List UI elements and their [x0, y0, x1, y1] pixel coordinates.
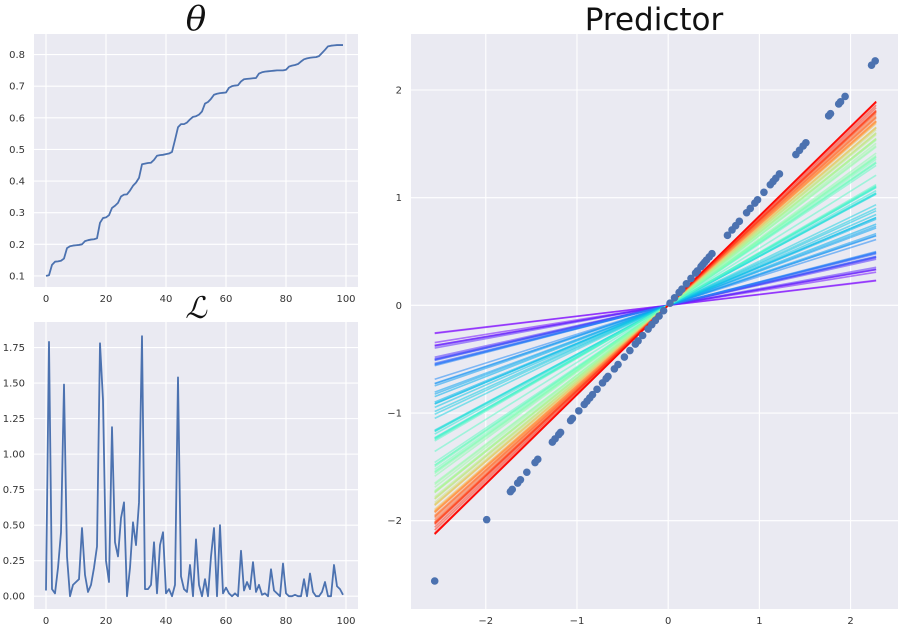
theta-ytick-label: 0.1: [9, 271, 25, 282]
loss-chart: 0 20 40 60 80 100 0.00 0.25 0.50 0.75 1.00 1.25 1.50…: [3, 291, 358, 627]
loss-ytick-label: 0.75: [3, 485, 25, 496]
predictor-point: [687, 274, 695, 283]
theta-ytick-label: 0.4: [9, 177, 25, 188]
predictor-point: [568, 414, 577, 423]
predictor-point: [682, 280, 691, 288]
predictor-point: [614, 360, 622, 369]
loss-ytick-label: 0.25: [3, 556, 25, 567]
predictor-grid: [411, 34, 898, 609]
predictor-point: [753, 196, 762, 204]
theta-ytick-label: 0.6: [9, 113, 25, 124]
predictor-title: Predictor: [585, 2, 724, 38]
predictor-point: [604, 372, 612, 381]
predictor-points: [430, 57, 879, 585]
predictor-point: [670, 294, 679, 302]
theta-xtick-label: 80: [280, 294, 293, 305]
predictor-ytick-label: 1: [396, 193, 402, 204]
predictor-ytick-label: 0: [396, 301, 402, 312]
predictor-point: [735, 217, 744, 226]
predictor-point: [826, 109, 835, 118]
predictor-ytick-label: −1: [387, 409, 402, 420]
predictor-xtick-label: −2: [478, 616, 493, 627]
predictor-point: [655, 312, 663, 320]
predictor-xtick-label: 0: [665, 616, 671, 627]
theta-ytick-label: 0.5: [9, 145, 25, 156]
predictor-point: [836, 98, 845, 106]
predictor-point: [430, 577, 439, 585]
loss-ytick-label: 0.50: [3, 521, 25, 532]
theta-ytick-label: 0.2: [9, 240, 25, 251]
loss-grid: [34, 322, 358, 609]
predictor-ticks: −2 −1 0 1 2 −2 −1 0 1 2: [387, 85, 854, 627]
predictor-xtick-label: 2: [847, 616, 853, 627]
predictor-point: [775, 170, 784, 178]
predictor-point: [638, 331, 647, 340]
theta-xtick-label: 20: [100, 294, 113, 305]
predictor-point: [626, 346, 634, 355]
predictor-xtick-label: 1: [756, 616, 762, 627]
loss-ytick-label: 1.50: [3, 379, 25, 390]
theta-plot-area: [34, 34, 358, 287]
predictor-point: [666, 299, 674, 307]
predictor-point: [575, 407, 583, 415]
theta-chart: 0 20 40 60 80 100 0.1 0.2 0.3 0.4 0.5 0.6 0.7 0.8 θ: [9, 0, 358, 305]
predictor-ytick-label: −2: [387, 516, 402, 527]
predictor-point: [659, 306, 668, 315]
loss-ytick-label: 1.00: [3, 450, 25, 461]
predictor-point: [620, 353, 629, 361]
loss-ytick-label: 1.25: [3, 414, 25, 425]
theta-xtick-label: 60: [220, 294, 233, 305]
predictor-point: [708, 249, 716, 258]
predictor-point: [871, 57, 879, 65]
loss-ytick-label: 1.75: [3, 343, 25, 354]
predictor-point: [556, 428, 565, 437]
theta-xtick-label: 100: [336, 294, 355, 305]
theta-ytick-label: 0.8: [9, 50, 25, 61]
loss-xtick-label: 40: [160, 616, 173, 627]
predictor-point: [802, 138, 810, 147]
loss-ticks: 0 20 40 60 80 100 0.00 0.25 0.50 0.75 1.00 1.25 1.50…: [3, 343, 356, 627]
predictor-point: [588, 390, 597, 399]
theta-ticks: 0 20 40 60 80 100 0.1 0.2 0.3 0.4 0.5 0.6 0.7 0.8: [9, 50, 355, 305]
loss-xtick-label: 80: [280, 616, 293, 627]
predictor-chart: −2 −1 0 1 2 −2 −1 0 1 2 Predictor: [387, 2, 898, 627]
predictor-point: [508, 485, 517, 494]
predictor-ytick-label: 2: [396, 85, 402, 96]
loss-series: [45, 335, 344, 598]
theta-series: [45, 44, 343, 277]
predictor-point: [593, 385, 601, 394]
loss-xtick-label: 60: [220, 616, 233, 627]
loss-xtick-label: 20: [100, 616, 113, 627]
predictor-point: [841, 92, 849, 101]
theta-grid: [34, 34, 358, 287]
predictor-point: [746, 204, 755, 213]
predictor-xtick-label: −1: [570, 616, 585, 627]
loss-line: [45, 335, 344, 598]
loss-title: ℒ: [185, 291, 208, 326]
theta-ytick-label: 0.3: [9, 208, 25, 219]
predictor-point: [723, 231, 732, 240]
predictor-point: [523, 468, 531, 477]
loss-xtick-label: 0: [43, 616, 49, 627]
loss-ytick-label: 0.00: [3, 592, 25, 603]
loss-plot-area: [34, 322, 358, 609]
theta-title: θ: [186, 0, 206, 39]
predictor-point: [533, 455, 542, 464]
predictor-point: [482, 515, 491, 524]
predictor-point: [678, 285, 686, 294]
theta-xtick-label: 0: [43, 294, 49, 305]
theta-ytick-label: 0.7: [9, 82, 25, 93]
theta-line: [45, 44, 343, 277]
predictor-point: [634, 337, 642, 345]
theta-xtick-label: 40: [160, 294, 173, 305]
predictor-point: [760, 188, 768, 197]
predictor-point: [516, 475, 525, 484]
loss-xtick-label: 100: [336, 616, 355, 627]
